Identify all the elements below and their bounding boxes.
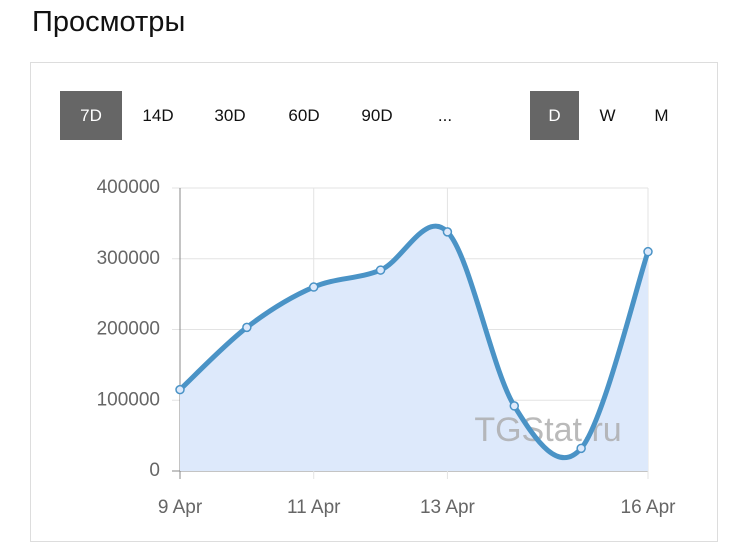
x-tick-label: 11 Apr <box>287 497 341 518</box>
point <box>375 265 386 275</box>
point <box>242 322 252 333</box>
page-title: Просмотры <box>32 6 186 38</box>
area-fill <box>180 226 648 471</box>
point <box>442 227 453 237</box>
y-tick-label: 400000 <box>97 177 160 198</box>
filter-button[interactable]: ... <box>437 106 453 125</box>
y-tick-label: 100000 <box>97 389 160 410</box>
filter-button[interactable]: 7D <box>60 91 122 140</box>
filter-button[interactable]: 60D <box>288 106 320 125</box>
filter-button[interactable]: 30D <box>214 106 246 125</box>
filter-button[interactable]: W <box>599 106 616 125</box>
filter-button[interactable]: 14D <box>142 106 174 125</box>
y-tick-label: 200000 <box>97 319 160 340</box>
y-tick-label: 300000 <box>97 248 160 269</box>
point <box>308 282 319 292</box>
x-tick-label: 9 Apr <box>158 497 203 518</box>
filter-button[interactable]: 90D <box>361 106 393 125</box>
point <box>509 401 520 411</box>
y-tick-label: 0 <box>149 460 160 481</box>
point <box>576 443 586 454</box>
point <box>175 384 185 395</box>
filter-button[interactable]: D <box>530 91 579 140</box>
x-tick-label: 13 Apr <box>420 497 476 518</box>
x-tick-label: 16 Apr <box>621 497 677 518</box>
point <box>643 246 653 257</box>
filter-button[interactable]: M <box>654 106 669 125</box>
